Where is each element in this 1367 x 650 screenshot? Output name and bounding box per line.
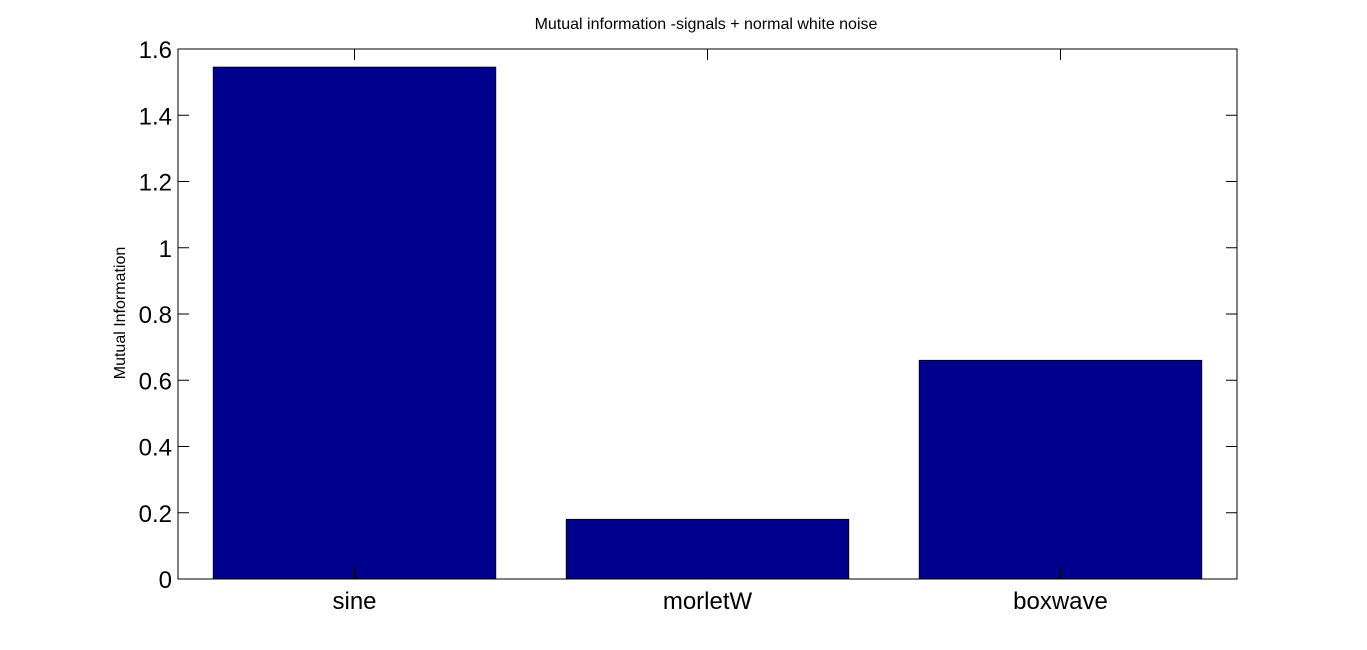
- y-tick-label: 0.8: [139, 302, 172, 329]
- x-category-label: sine: [332, 588, 376, 615]
- y-tick-label: 1.2: [139, 170, 172, 197]
- y-tick-label: 1.4: [139, 103, 172, 130]
- bar-sine: [212, 66, 497, 580]
- y-axis-label: Mutual Information: [112, 247, 129, 380]
- bar-boxwave: [918, 359, 1203, 580]
- y-tick-label: 1: [159, 236, 172, 263]
- chart-title: Mutual information -signals + normal whi…: [535, 16, 878, 33]
- y-tick-label: 0.6: [139, 368, 172, 395]
- bars-group: [212, 66, 1203, 580]
- y-tick-label: 0: [159, 567, 172, 594]
- x-category-label: morletW: [663, 588, 753, 615]
- x-category-label: boxwave: [1013, 588, 1108, 615]
- y-tick-label: 0.4: [139, 435, 172, 462]
- ticks-group: 0 0.2 0.4 0.6 0.8 1 1.2 1.4 1.6 sine morletW boxwav…: [139, 37, 1237, 615]
- y-tick-label: 0.2: [139, 501, 172, 528]
- y-tick-label: 1.6: [139, 37, 172, 64]
